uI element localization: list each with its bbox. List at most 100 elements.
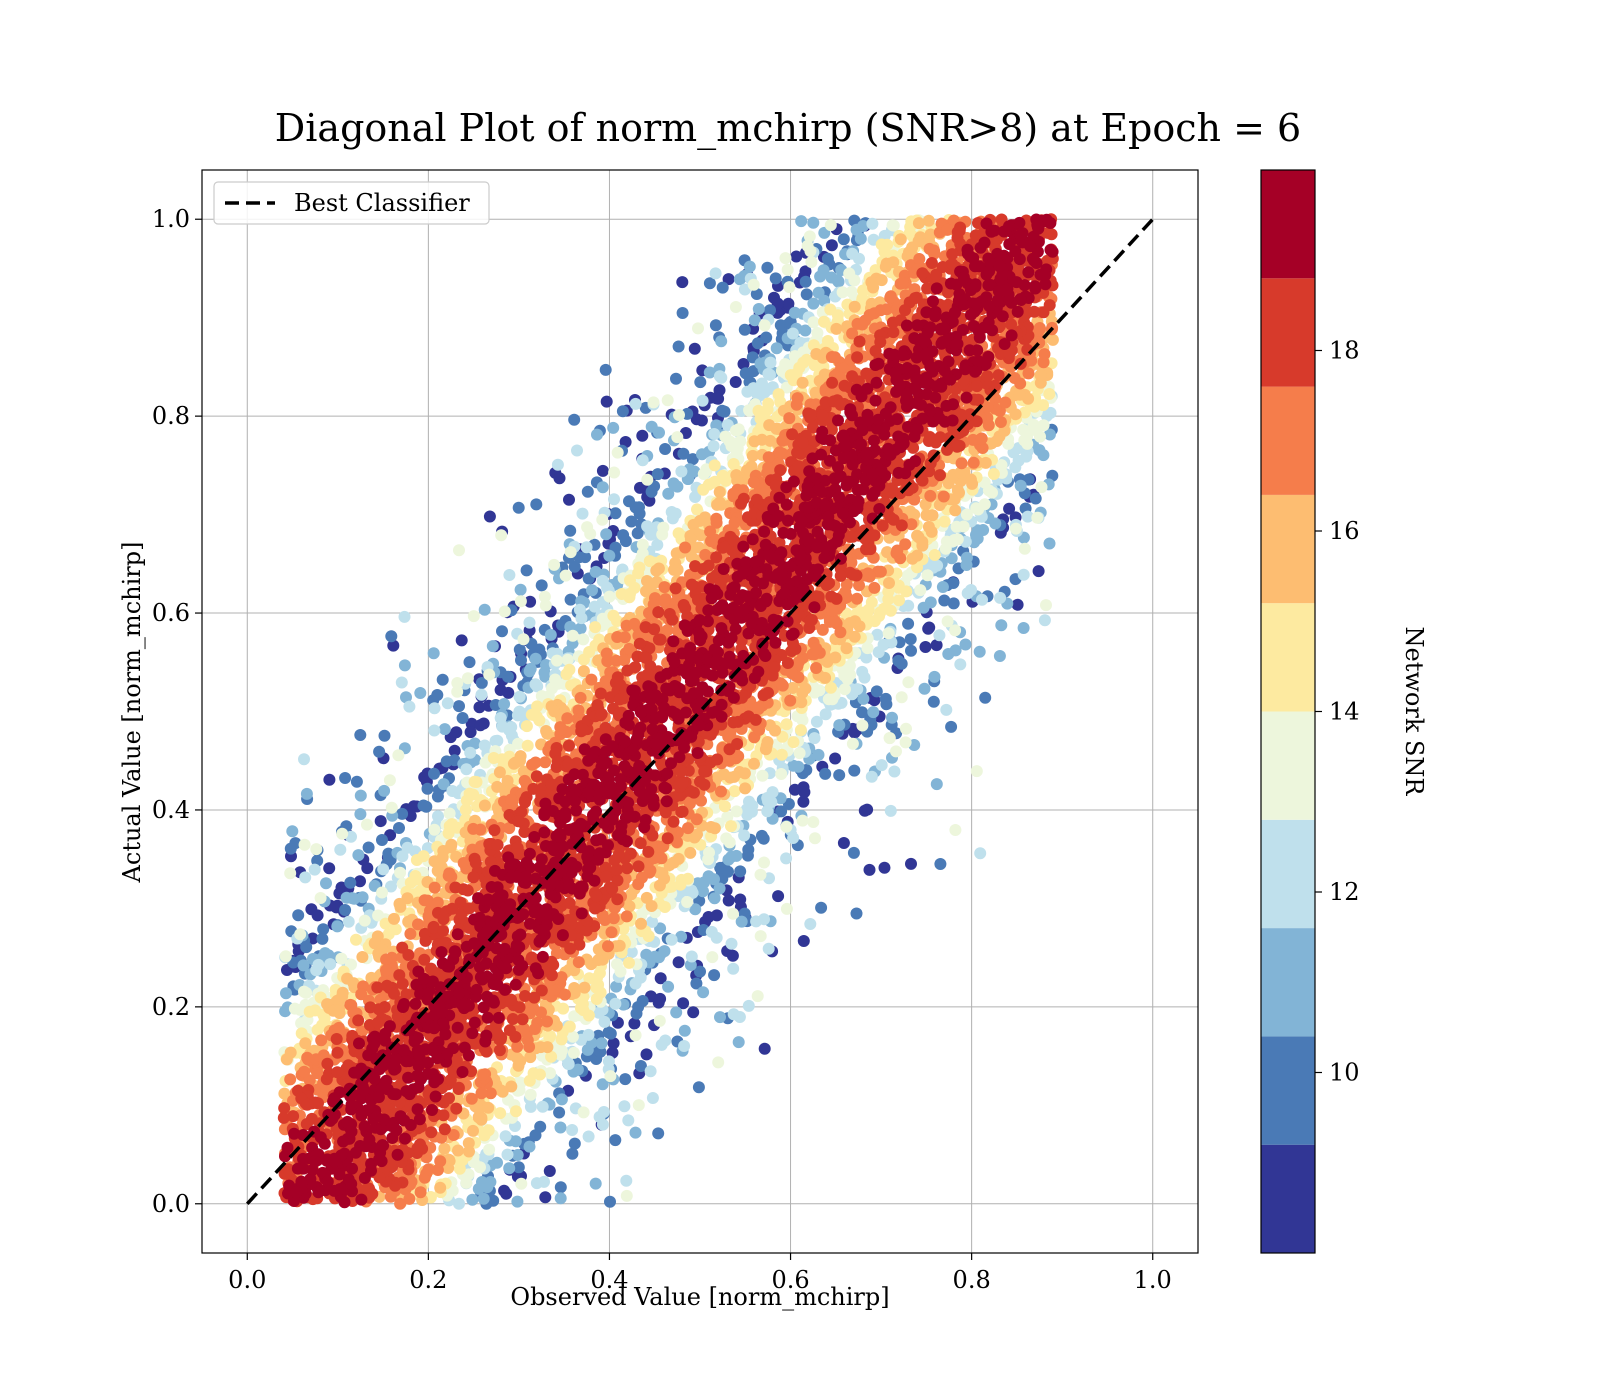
scatter-point — [478, 799, 491, 812]
scatter-point — [790, 250, 803, 263]
scatter-point — [512, 501, 525, 514]
scatter-point — [738, 283, 751, 296]
scatter-point — [533, 714, 546, 727]
scatter-point — [781, 263, 794, 276]
scatter-point — [400, 691, 412, 704]
scatter-point — [758, 856, 770, 869]
scatter-point — [766, 786, 779, 799]
scatter-point — [662, 487, 675, 500]
scatter-point — [938, 515, 951, 528]
scatter-point — [376, 834, 388, 846]
chart-title: Diagonal Plot of norm_mchirp (SNR>8) at … — [275, 106, 1301, 151]
scatter-point — [432, 810, 444, 823]
scatter-point — [675, 465, 688, 478]
scatter-point — [541, 1015, 553, 1028]
scatter-point — [576, 507, 589, 520]
scatter-point — [691, 828, 703, 841]
scatter-point — [524, 1088, 537, 1101]
scatter-point — [568, 413, 581, 426]
scatter-point — [455, 634, 468, 647]
scatter-point — [693, 514, 706, 527]
scatter-point — [933, 629, 946, 642]
scatter-point — [965, 584, 977, 596]
scatter-point — [373, 745, 386, 758]
scatter-point — [697, 986, 710, 999]
scatter-point — [581, 1043, 594, 1056]
scatter-point — [831, 274, 844, 287]
scatter-point — [592, 1006, 605, 1019]
scatter-point — [1031, 511, 1044, 524]
scatter-point — [554, 1121, 567, 1134]
scatter-point — [580, 541, 593, 554]
scatter-point — [661, 394, 674, 407]
scatter-point — [1018, 406, 1031, 419]
scatter-point — [636, 429, 649, 442]
scatter-point — [568, 982, 581, 994]
scatter-point — [912, 531, 925, 544]
scatter-point — [976, 593, 988, 606]
scatter-point — [1043, 537, 1056, 550]
scatter-point — [1009, 522, 1022, 535]
scatter-point — [883, 732, 896, 744]
scatter-point — [874, 304, 887, 317]
scatter-point — [517, 633, 530, 646]
scatter-point — [524, 1100, 537, 1113]
scatter-point — [462, 1137, 475, 1150]
scatter-point — [344, 876, 357, 889]
scatter-point — [451, 685, 464, 698]
scatter-point — [538, 590, 551, 603]
scatter-point — [347, 977, 360, 990]
scatter-point — [758, 1042, 771, 1055]
scatter-point — [857, 220, 870, 232]
scatter-point — [404, 927, 417, 940]
scatter-point — [581, 485, 594, 498]
scatter-point — [671, 563, 684, 576]
scatter-point — [628, 581, 641, 594]
scatter-point — [617, 923, 630, 936]
scatter-point — [551, 458, 564, 471]
scatter-point — [795, 215, 808, 228]
scatter-point — [653, 426, 665, 439]
scatter-point — [734, 865, 747, 878]
scatter-point — [689, 903, 702, 916]
scatter-point — [804, 245, 817, 258]
scatter-point — [378, 729, 391, 742]
scatter-point — [491, 1156, 503, 1169]
scatter-point — [592, 954, 605, 966]
scatter-point — [906, 552, 919, 565]
scatter-point — [752, 303, 765, 315]
scatter-point — [589, 1177, 602, 1190]
scatter-point — [708, 892, 721, 905]
scatter-point — [634, 481, 646, 494]
scatter-point — [471, 1101, 484, 1114]
scatter-point — [713, 486, 726, 498]
scatter-point — [354, 729, 367, 741]
scatter-point — [422, 1163, 435, 1176]
scatter-point — [737, 492, 750, 505]
scatter-point — [949, 644, 962, 657]
scatter-point — [474, 1161, 486, 1174]
scatter-point — [739, 782, 752, 795]
scatter-point — [829, 651, 842, 664]
scatter-point — [678, 1024, 691, 1037]
scatter-point — [742, 999, 755, 1012]
scatter-point — [835, 696, 848, 709]
scatter-point — [428, 823, 441, 836]
scatter-point — [643, 494, 656, 507]
scatter-point — [763, 719, 776, 732]
scatter-point — [947, 535, 960, 548]
scatter-point — [1022, 367, 1035, 380]
scatter-point — [598, 1015, 611, 1028]
scatter-point — [562, 1058, 575, 1070]
scatter-point — [826, 376, 839, 389]
scatter-point — [799, 682, 812, 695]
scatter-point — [414, 687, 427, 699]
scatter-point — [951, 484, 964, 497]
scatter-point — [936, 581, 949, 593]
scatter-point — [672, 956, 685, 969]
scatter-point — [761, 403, 774, 416]
scatter-point — [568, 560, 581, 573]
scatter-point — [797, 795, 810, 808]
scatter-point — [596, 464, 609, 477]
scatter-point — [644, 1065, 657, 1078]
